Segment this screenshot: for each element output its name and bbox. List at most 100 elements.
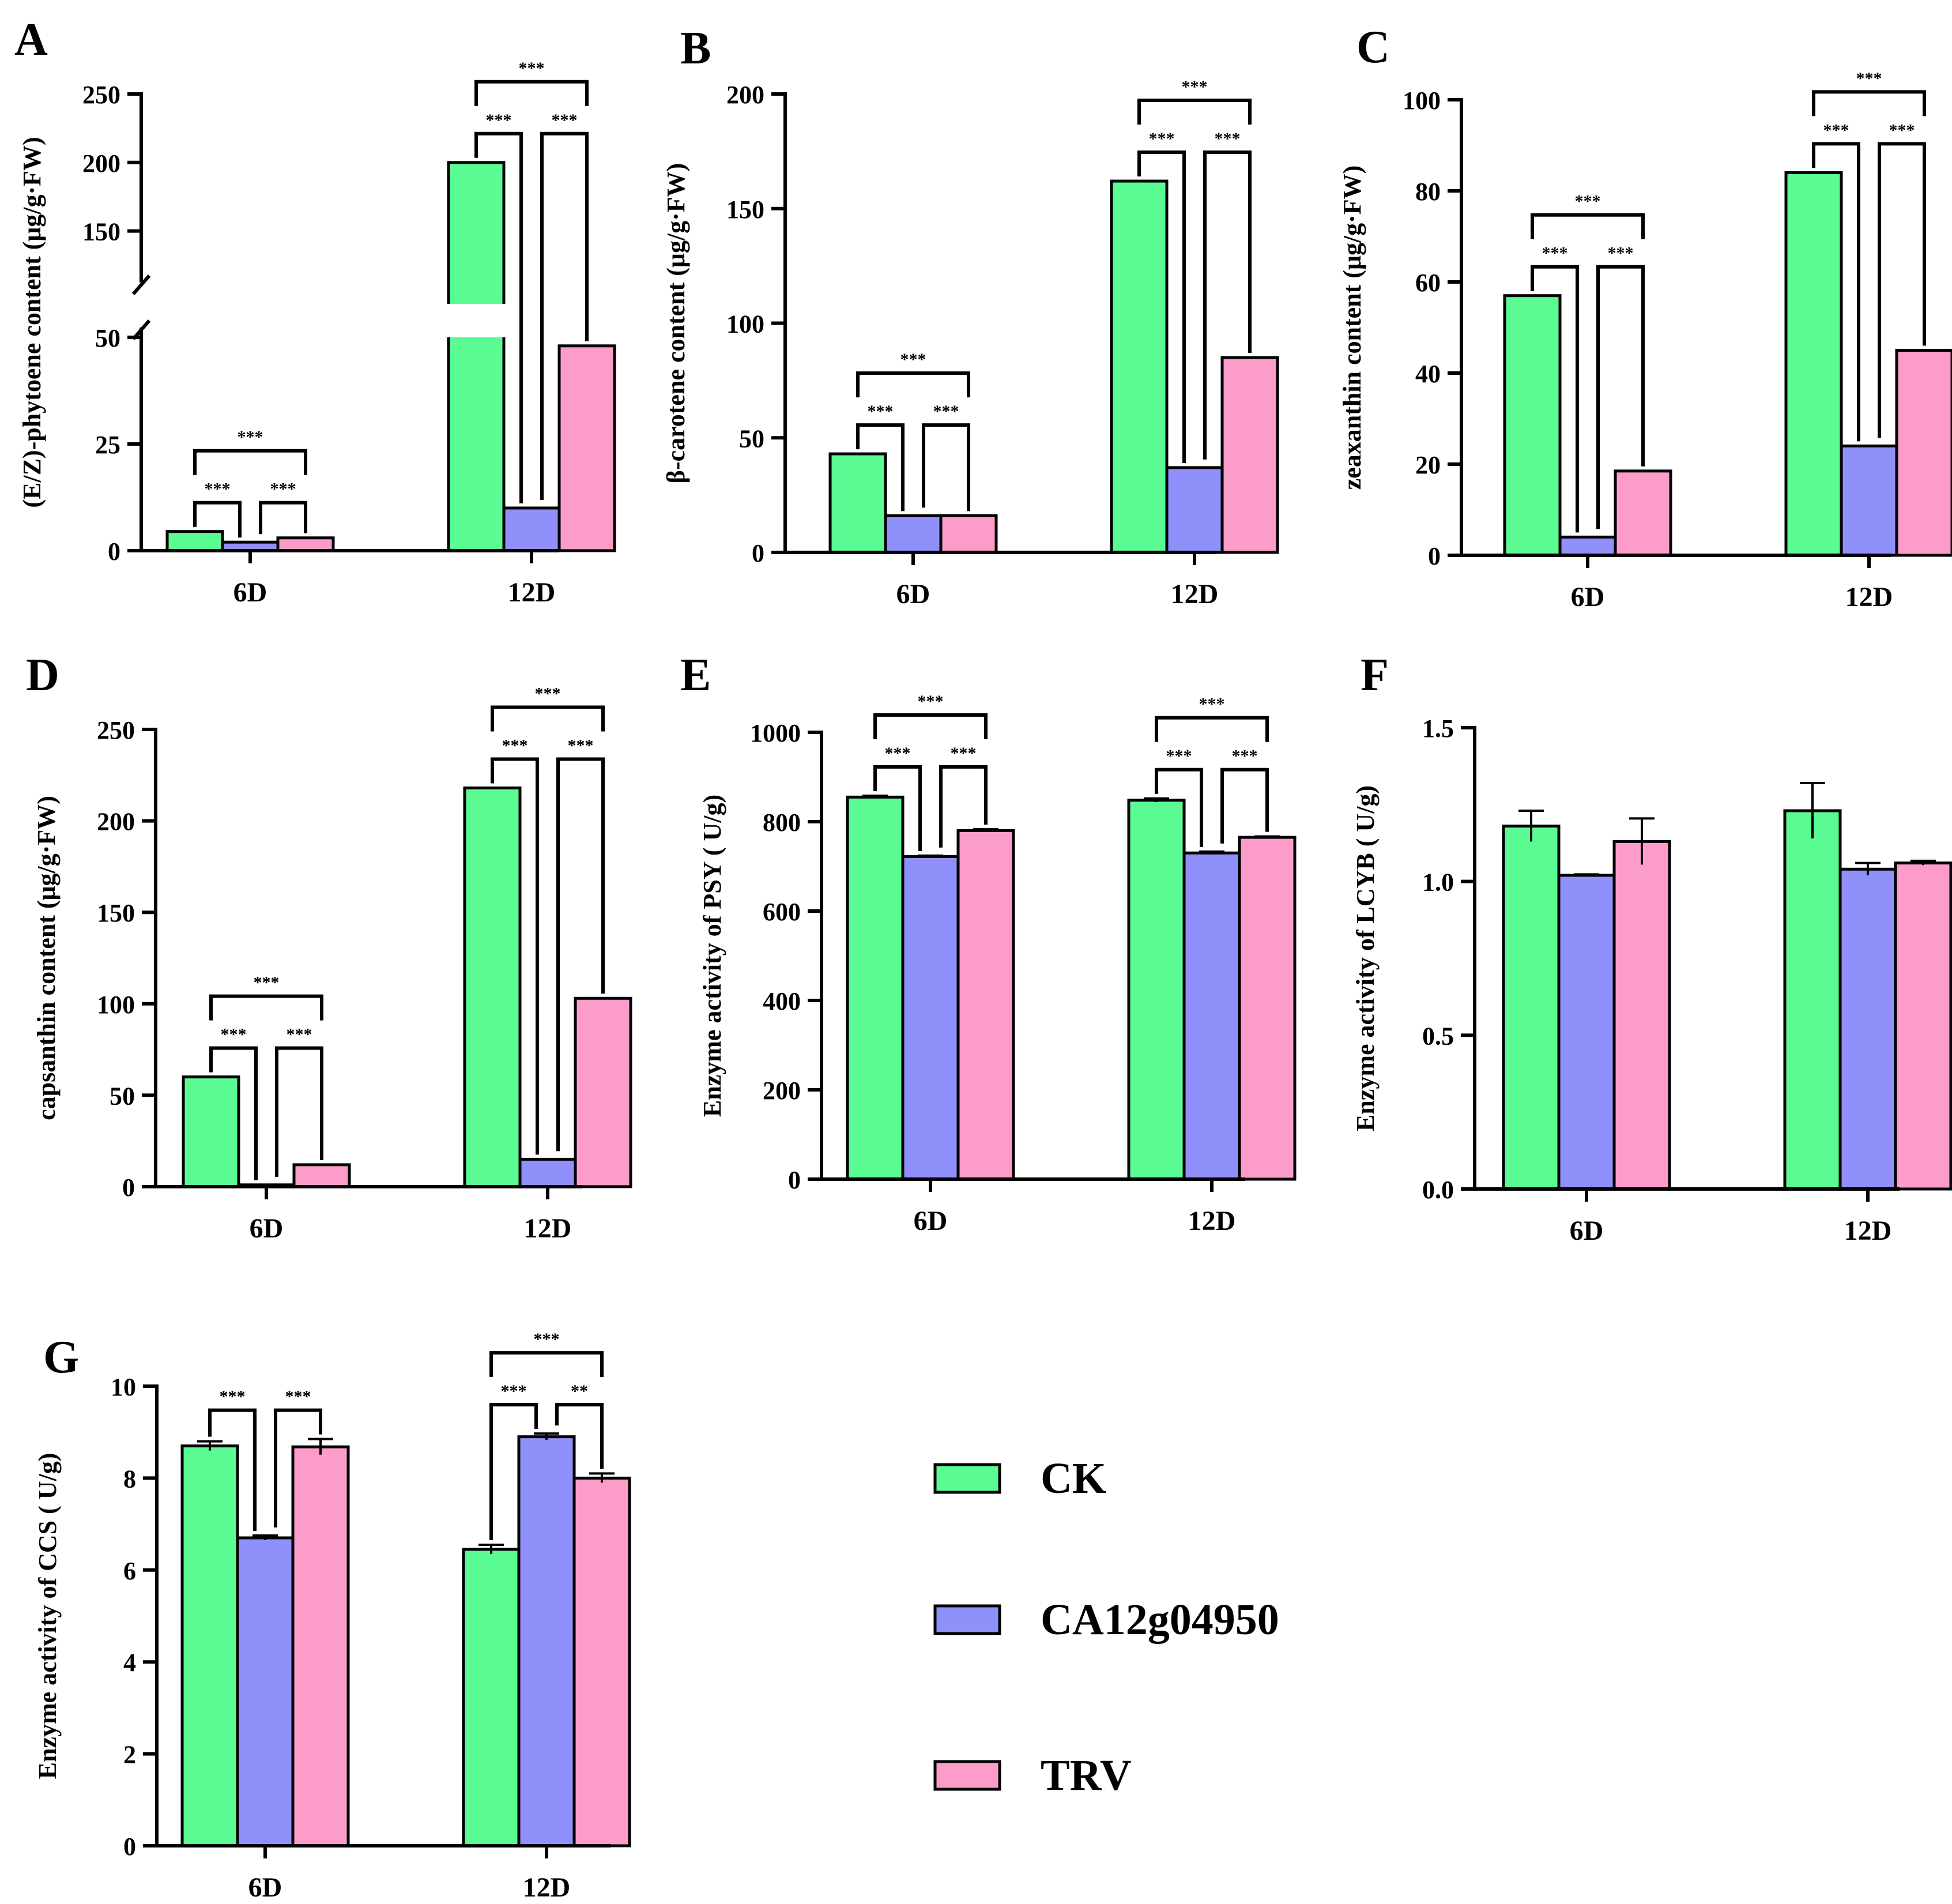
y-tick-label: 200 [726,81,764,109]
y-tick-label: 4 [123,1649,136,1677]
legend-label-trv: TRV [1041,1751,1132,1800]
significance-bracket [540,131,589,500]
significance-label: *** [1149,129,1175,148]
significance-label: *** [1608,244,1634,263]
significance-label: *** [519,59,545,78]
significance-label: *** [951,744,977,763]
significance-label: *** [221,1025,247,1044]
y-tick-label: 1.0 [1422,868,1454,897]
significance-label: *** [501,1382,527,1401]
significance-bracket [1220,767,1269,844]
x-tick-label: 12D [1171,579,1219,609]
error-bar [918,854,943,857]
significance-label: *** [486,111,512,130]
significance-bracket [1137,150,1186,463]
error-bar [1855,861,1881,875]
panel-f: F Enzyme activity of LCYB ( U/g) 6D 12D 0.0 0… [1351,650,1952,1246]
legend-swatch-trv [933,1760,1001,1791]
significance-bracket [856,423,905,511]
bar-ck-12d [447,161,506,552]
significance-label: *** [552,111,578,130]
error-bar [308,1438,333,1455]
y-tick-label: 2 [123,1741,136,1769]
bar-trv-6d [291,1445,350,1847]
significance-bracket [491,705,605,732]
bar-ck-12d [1783,809,1842,1191]
significance-bracket [1812,142,1860,442]
significance-label: *** [270,480,296,499]
error-bar [862,795,888,799]
significance-label: *** [205,480,231,499]
significance-label: *** [534,1330,560,1349]
significance-label: ** [571,1382,588,1401]
y-tick-label: 600 [763,898,801,926]
bar-ca12g04950-12d [1165,466,1224,554]
significance-bracket [939,765,988,848]
y-tick-label: 150 [97,899,135,927]
bar-trv-12d [557,344,616,552]
significance-label: *** [1232,747,1258,766]
significance-bracket [555,1403,604,1469]
bar-ck-6d [846,795,905,1181]
bar-trv-12d [572,1476,631,1847]
x-tick-label: 6D [233,577,267,608]
x-tick-label: 12D [1844,1216,1892,1246]
y-tick-label: 50 [95,324,120,352]
bar-ck-6d [1503,294,1562,557]
error-bar [1800,782,1825,838]
significance-label: *** [1182,77,1208,96]
significance-label: *** [220,1387,246,1406]
bar-ca12g04950-6d [1558,535,1617,557]
significance-label: *** [1823,121,1849,140]
bar-trv-12d [1894,861,1952,1191]
significance-bracket [556,757,605,1152]
significance-label: *** [1199,695,1225,714]
x-tick-label: 12D [1188,1206,1236,1236]
y-tick-label: 1000 [750,719,801,747]
significance-label: *** [1542,244,1568,263]
significance-bracket [1878,142,1926,438]
y-tick-label: 0 [123,1832,136,1861]
significance-label: *** [918,692,944,711]
y-tick-label: 80 [1415,178,1441,206]
significance-bracket [489,1403,538,1540]
error-bar [973,828,998,832]
y-tick-label: 250 [82,81,120,109]
y-axis-label: (E/Z)-phytoene content (μg/g·FW) [18,137,46,507]
y-tick-label: 800 [763,808,801,837]
significance-label: *** [238,428,263,447]
error-bar [1629,817,1655,865]
x-tick-label: 12D [523,1872,571,1903]
y-tick-label: 0 [122,1173,135,1202]
y-tick-label: 20 [1415,451,1441,479]
error-bar [197,1440,223,1451]
significance-label: *** [868,402,894,421]
y-tick-label: 0.0 [1422,1176,1454,1204]
bar-trv-6d [276,536,335,552]
axis-break-mark [131,274,151,295]
y-tick-label: 100 [726,310,764,338]
legend-swatch-ck [933,1463,1001,1494]
significance-label: *** [933,402,959,421]
significance-bracket [1812,90,1926,116]
panel-a: A (E/Z)-phytoene content (μg/g·FW) 6D 12D 0 2… [14,14,616,608]
x-tick-label: 12D [508,577,556,608]
significance-label: *** [1215,129,1241,148]
y-axis-label: capsanthin content (μg/g·FW) [32,796,61,1120]
significance-label: *** [885,744,911,763]
x-tick-label: 6D [248,1872,282,1903]
bar-trv-6d [1612,840,1671,1191]
x-tick-label: 6D [1571,582,1605,612]
significance-bracket [873,765,922,851]
bar-trv-12d [1220,356,1279,554]
bar-ck-12d [462,1548,521,1847]
bar-ca12g04950-12d [518,1157,577,1188]
y-tick-label: 250 [97,716,135,744]
bar-ca12g04950-12d [517,1435,576,1847]
y-tick-label: 60 [1415,269,1441,297]
significance-label: *** [1856,69,1882,88]
y-tick-label: 100 [1403,86,1441,115]
bar-ca12g04950-6d [901,855,960,1181]
